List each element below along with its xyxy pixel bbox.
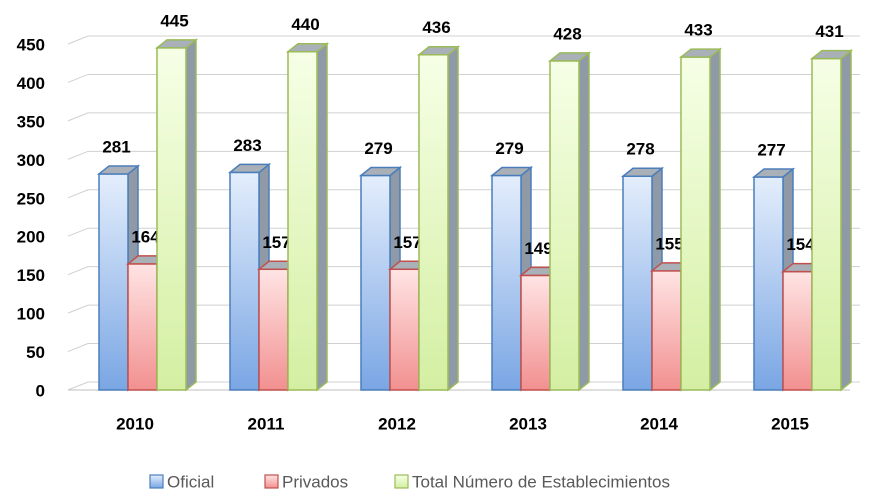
bar xyxy=(809,49,854,392)
value-label: 428 xyxy=(553,24,581,43)
bar xyxy=(154,38,199,392)
bar-front xyxy=(811,57,842,391)
value-label: 157 xyxy=(262,233,290,252)
value-label: 164 xyxy=(131,227,160,246)
value-label: 281 xyxy=(102,137,130,156)
legend-swatch xyxy=(264,474,279,489)
grid-line xyxy=(67,227,860,237)
bar-top xyxy=(227,163,272,174)
value-label: 436 xyxy=(422,18,450,37)
bar-top xyxy=(358,166,403,177)
bar-top xyxy=(620,167,665,177)
value-label: 283 xyxy=(233,136,261,155)
bar-front xyxy=(520,274,551,391)
bar-front xyxy=(651,270,682,391)
value-label: 440 xyxy=(291,15,319,34)
bar-top xyxy=(547,52,592,62)
bar-top xyxy=(751,168,796,178)
bar-top xyxy=(489,166,534,177)
value-label: 431 xyxy=(815,22,843,41)
legend-label: Total Número de Establecimientos xyxy=(412,472,670,491)
bar-side xyxy=(709,47,721,392)
legend-label: Oficial xyxy=(167,472,214,491)
grid-line xyxy=(67,304,860,314)
bar-side xyxy=(185,38,197,392)
grid-line xyxy=(67,266,860,276)
bar xyxy=(416,45,461,392)
value-label: 154 xyxy=(786,235,815,254)
y-tick-label: 50 xyxy=(26,343,45,362)
bar-front xyxy=(549,60,580,391)
x-tick-label: 2011 xyxy=(248,414,285,433)
bar xyxy=(227,162,272,392)
y-tick-label: 350 xyxy=(17,112,45,131)
x-tick-label: 2010 xyxy=(116,414,154,433)
y-tick-label: 100 xyxy=(17,305,45,324)
bar-front xyxy=(98,173,129,391)
bar-front xyxy=(782,270,813,391)
bar-front xyxy=(389,268,420,391)
bar-front xyxy=(753,176,784,391)
bar-top xyxy=(285,42,330,53)
grid-line xyxy=(67,112,860,122)
value-label: 279 xyxy=(364,139,392,158)
bar-front xyxy=(156,47,187,391)
value-label: 155 xyxy=(655,234,683,253)
value-label: 445 xyxy=(160,11,188,30)
grid-line xyxy=(67,343,860,353)
value-label: 277 xyxy=(757,141,785,160)
legend-swatch xyxy=(149,474,164,489)
bar xyxy=(547,51,592,392)
value-label: 279 xyxy=(495,139,523,158)
bar-side xyxy=(840,49,852,392)
y-tick-label: 200 xyxy=(17,228,45,247)
x-tick-label: 2014 xyxy=(640,414,678,433)
y-tick-label: 450 xyxy=(17,35,45,54)
value-label: 433 xyxy=(684,21,712,40)
y-tick-label: 300 xyxy=(17,151,45,170)
y-tick-label: 150 xyxy=(17,266,45,285)
bar-top xyxy=(678,48,723,58)
grid-line xyxy=(67,189,860,199)
bar-top xyxy=(809,49,854,60)
y-tick-label: 0 xyxy=(36,381,45,400)
bar-top xyxy=(96,165,141,175)
bar-front xyxy=(680,56,711,391)
bar-top xyxy=(154,39,199,49)
bar-front xyxy=(360,174,391,391)
x-tick-label: 2013 xyxy=(509,414,547,433)
bar-side xyxy=(316,42,328,392)
bar-front xyxy=(229,171,260,391)
y-tick-label: 250 xyxy=(17,189,45,208)
legend-swatch xyxy=(394,474,409,489)
bar-front xyxy=(491,174,522,391)
bar-side xyxy=(578,51,590,392)
value-label: 149 xyxy=(524,239,552,258)
bar-side xyxy=(447,45,459,392)
value-label: 278 xyxy=(626,140,654,159)
bar-front xyxy=(127,263,158,391)
bar xyxy=(285,42,330,392)
x-tick-label: 2012 xyxy=(378,414,416,433)
grid-line xyxy=(67,35,860,45)
bar-front xyxy=(622,175,653,391)
bar-front xyxy=(258,268,289,391)
value-label: 157 xyxy=(393,233,421,252)
grid-line xyxy=(67,73,860,83)
x-tick-label: 2015 xyxy=(771,414,809,433)
bar-front xyxy=(418,54,449,391)
grid-line xyxy=(67,150,860,160)
grid-line xyxy=(67,381,860,391)
y-tick-label: 400 xyxy=(17,74,45,93)
bar-top xyxy=(416,46,461,56)
legend-label: Privados xyxy=(282,472,348,491)
bar-front xyxy=(287,50,318,391)
bar xyxy=(678,47,723,392)
